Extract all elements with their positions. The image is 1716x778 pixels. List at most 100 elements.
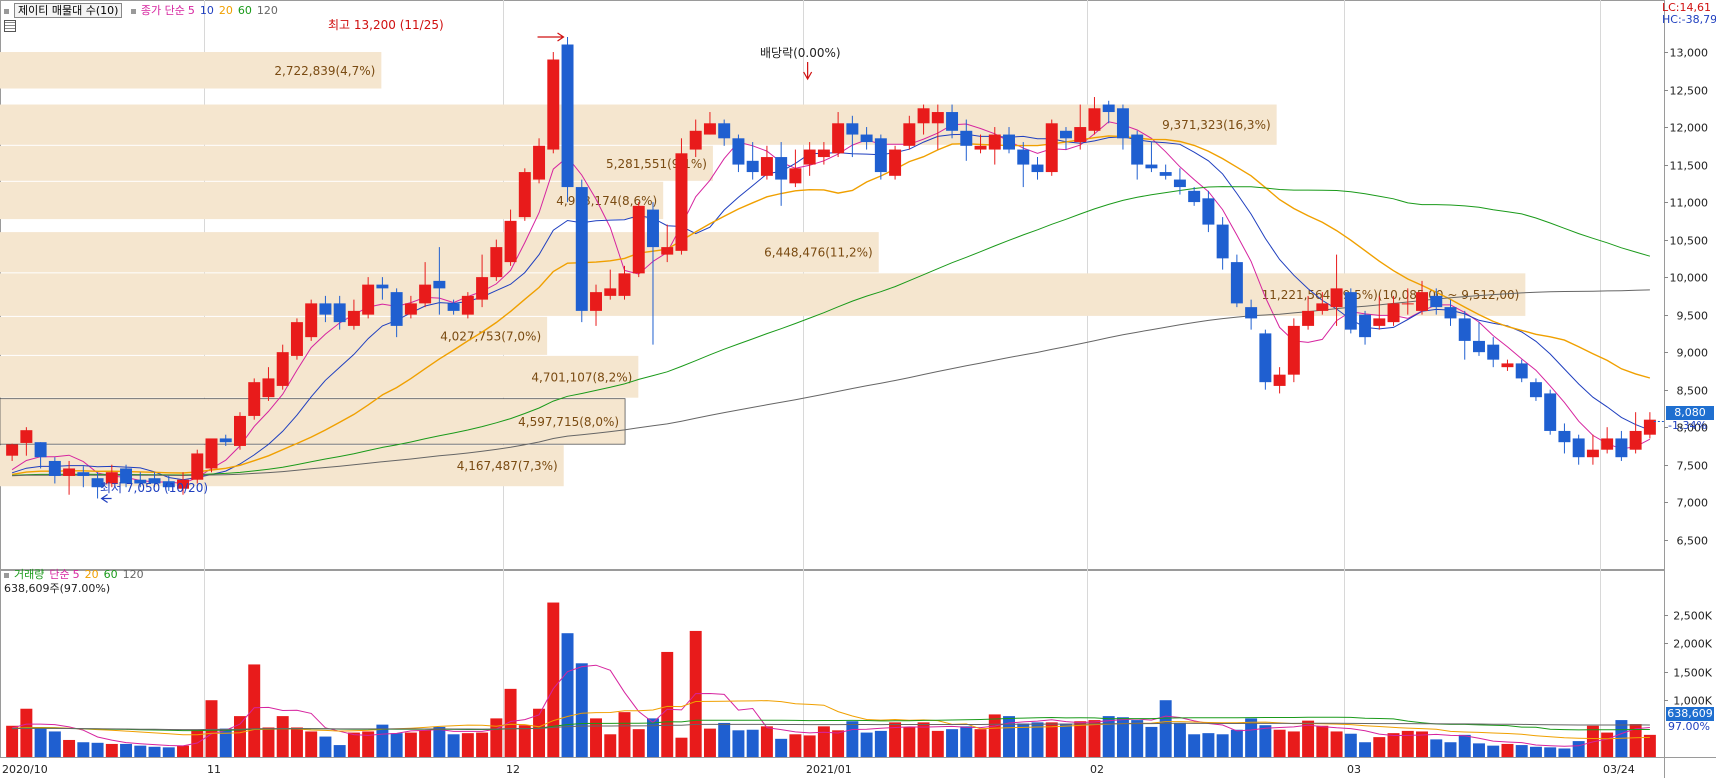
volume-bar (561, 633, 574, 757)
price-tick-label: 11,500 (1670, 160, 1709, 173)
volume-tick-label: 2,000K (1673, 638, 1712, 651)
candle-body (63, 468, 76, 476)
volume-bar (917, 722, 930, 757)
candle-body (290, 322, 303, 356)
candle-body (547, 59, 560, 150)
volume-bar (1245, 718, 1258, 757)
candle-body (817, 149, 830, 158)
volume-bar (1145, 726, 1158, 757)
volume-bar (974, 729, 987, 757)
candle-body (632, 205, 645, 274)
candle-body (732, 138, 745, 165)
volume-profile-label: 9,371,323(16,3%) (1162, 118, 1271, 132)
volume-bar (404, 732, 417, 757)
candle-body (1159, 172, 1172, 176)
volume-bar (1088, 720, 1101, 757)
candle-body (1330, 288, 1343, 308)
candle-body (1615, 438, 1628, 458)
volume-bar (604, 734, 617, 757)
candle-body (675, 153, 688, 251)
candle-body (974, 145, 987, 150)
candle-body (1444, 307, 1457, 319)
candle-body (775, 157, 788, 180)
candle-body (390, 292, 403, 326)
last-volume-pct: 97.00% (1668, 720, 1710, 733)
volume-bar (1003, 716, 1015, 757)
volume-bar (675, 737, 688, 757)
ma-label: 종가 단순 (140, 4, 185, 17)
low-annotation: 최저 7,050 (10/20) (100, 481, 209, 495)
dividend-arrow (803, 62, 813, 81)
candle-body (917, 108, 930, 124)
volume-bar (1102, 716, 1115, 757)
volume-bar (162, 747, 175, 757)
candle-body (1601, 438, 1614, 450)
volume-bar (1515, 745, 1528, 757)
volume-tick-label: 1,000K (1673, 695, 1712, 708)
candle-body (6, 444, 19, 456)
volume-bar (1473, 743, 1485, 757)
ma-line-60 (12, 186, 1651, 476)
candle-body (889, 149, 902, 176)
volume-bar (518, 725, 531, 757)
candle-body (1202, 198, 1215, 225)
candle-body (1088, 108, 1101, 131)
last-volume-text: 638,609주(97.00%) (4, 582, 111, 595)
volume-bar (63, 739, 76, 757)
panel-marker-icon (4, 572, 9, 578)
dividend-annotation: 배당락(0.00%) (760, 46, 841, 60)
stock-name-box[interactable]: 제이티 매물대 수(10) (14, 3, 123, 18)
volume-bar (333, 745, 346, 757)
volume-bar (1259, 725, 1272, 757)
candle-body (832, 123, 845, 154)
candle-body (1387, 303, 1400, 323)
date-label: 02 (1090, 763, 1104, 776)
candle-body (1359, 314, 1372, 338)
volume-bar (390, 733, 403, 757)
volume-ma-line-5 (11, 664, 1650, 747)
volume-bar (1487, 745, 1500, 757)
candle-body (1416, 292, 1428, 311)
panel-marker-icon (4, 8, 9, 14)
candle-body (1529, 382, 1542, 398)
volume-bar (1586, 725, 1599, 757)
candle-body (376, 284, 389, 289)
date-label: 03/24 (1603, 763, 1635, 776)
grid-toggle-icon[interactable] (4, 20, 16, 32)
volume-bar (1387, 733, 1400, 757)
date-label: 2020/10 (2, 763, 48, 776)
price-tick-label: 13,000 (1670, 47, 1709, 60)
price-tick-label: 8,500 (1677, 385, 1709, 398)
volume-bar (476, 732, 489, 757)
candle-body (162, 481, 175, 488)
volume-bar (533, 708, 546, 757)
candle-body (1245, 307, 1258, 319)
volume-profile-bar (0, 52, 382, 89)
ma-period-10: 10 (199, 4, 214, 17)
candle-body (262, 378, 275, 398)
volume-bar (447, 734, 460, 757)
candle-body (77, 472, 90, 476)
volume-bar (319, 736, 332, 757)
volume-bar (1444, 742, 1457, 757)
candle-body (1401, 303, 1414, 305)
volume-bar (262, 727, 275, 757)
volume-bar (618, 712, 631, 757)
volume-legend: 거래량 단순 5 20 60 120 (4, 568, 149, 582)
candle-body (347, 310, 360, 326)
volume-bar (1060, 723, 1072, 757)
volume-bar (1544, 747, 1557, 757)
candle-body (575, 187, 588, 311)
candle-body (760, 157, 773, 176)
volume-bar (276, 716, 289, 757)
volume-bar (1017, 723, 1030, 757)
ma-period-60: 60 (237, 4, 252, 17)
price-tick-label: 8,000 (1677, 422, 1709, 435)
candle-body (1373, 318, 1386, 326)
ma-line-10 (11, 133, 1651, 481)
volume-bar (1230, 729, 1243, 757)
volume-ma-label: 단순 (49, 568, 70, 581)
candle-body (1586, 449, 1599, 458)
ma-period-20: 20 (218, 4, 233, 17)
